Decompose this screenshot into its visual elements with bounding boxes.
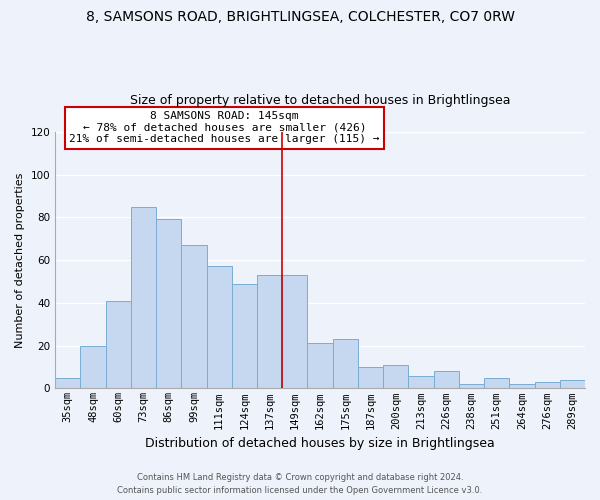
Bar [535,382,560,388]
Bar [156,220,181,388]
Bar [257,275,282,388]
Bar [332,339,358,388]
X-axis label: Distribution of detached houses by size in Brightlingsea: Distribution of detached houses by size … [145,437,495,450]
Bar [282,275,307,388]
Bar [307,344,332,388]
Y-axis label: Number of detached properties: Number of detached properties [15,172,25,348]
Text: Contains HM Land Registry data © Crown copyright and database right 2024.
Contai: Contains HM Land Registry data © Crown c… [118,474,482,495]
Bar [232,284,257,389]
Bar [459,384,484,388]
Bar [484,378,509,388]
Bar [358,367,383,388]
Bar [509,384,535,388]
Bar [55,378,80,388]
Title: Size of property relative to detached houses in Brightlingsea: Size of property relative to detached ho… [130,94,511,107]
Bar [80,346,106,389]
Bar [106,300,131,388]
Bar [131,206,156,388]
Bar [409,376,434,388]
Bar [383,365,409,388]
Text: 8 SAMSONS ROAD: 145sqm
← 78% of detached houses are smaller (426)
21% of semi-de: 8 SAMSONS ROAD: 145sqm ← 78% of detached… [70,111,380,144]
Bar [181,245,206,388]
Bar [434,372,459,388]
Bar [206,266,232,388]
Bar [560,380,585,388]
Text: 8, SAMSONS ROAD, BRIGHTLINGSEA, COLCHESTER, CO7 0RW: 8, SAMSONS ROAD, BRIGHTLINGSEA, COLCHEST… [86,10,515,24]
